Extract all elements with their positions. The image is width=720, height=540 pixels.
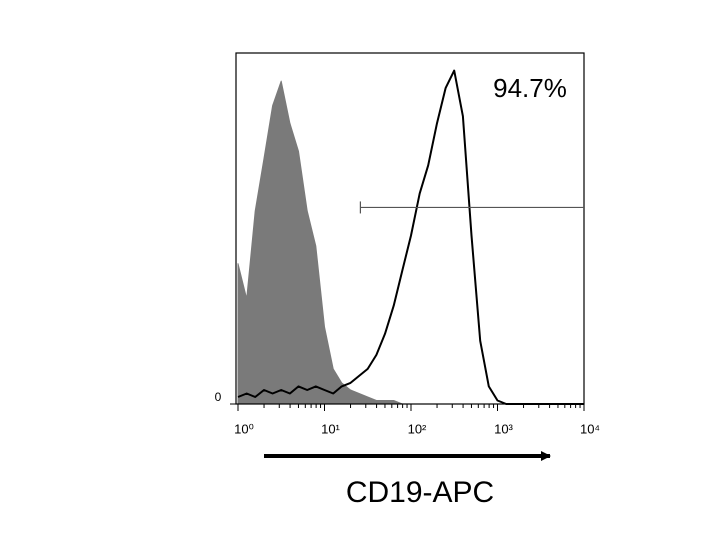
x-tick-label: 10² xyxy=(408,421,427,436)
histogram-area xyxy=(237,80,585,405)
plot-frame xyxy=(235,52,585,405)
x-tick-label: 10⁰ xyxy=(234,421,254,436)
y-tick-label: 0 xyxy=(215,390,222,404)
x-tick-label: 10⁴ xyxy=(580,421,600,436)
x-tick-label: 10¹ xyxy=(321,421,340,436)
gate-label: 94.7% xyxy=(493,73,567,103)
x-axis-label: CD19-APC xyxy=(346,476,494,509)
plot-area: 10⁰ 10¹ 10² 10³ 10⁴ 0 94.7% xyxy=(215,52,600,436)
x-tick-label: 10³ xyxy=(494,421,513,436)
